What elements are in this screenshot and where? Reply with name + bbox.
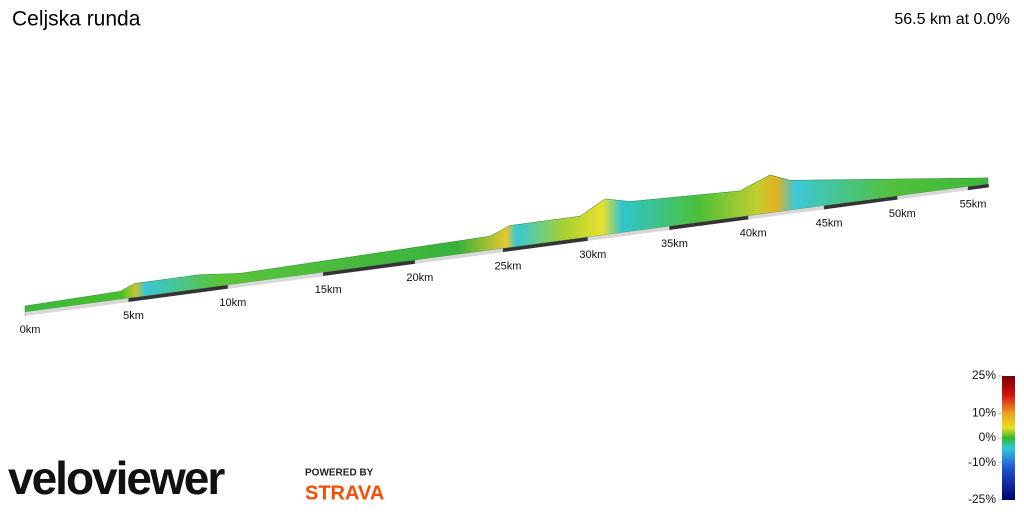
x-tick-label: 5km (123, 310, 144, 322)
colorbar (1002, 376, 1015, 500)
colorbar-label: 25% (972, 368, 996, 382)
colorbar-label: 10% (972, 405, 996, 419)
axis-band (968, 183, 989, 191)
colorbar-label: -25% (968, 492, 996, 506)
x-tick-label: 55km (960, 198, 987, 210)
x-tick-label: 35km (661, 238, 688, 250)
powered-by: POWERED BY (305, 468, 374, 479)
x-tick-label: 40km (740, 228, 767, 240)
x-tick-label: 15km (315, 284, 342, 296)
colorbar-label: -10% (968, 455, 996, 469)
axis-band (128, 285, 228, 302)
x-tick-label: 50km (889, 208, 916, 220)
strava-logo: STRAVA (305, 482, 384, 504)
colorbar-label: 0% (979, 430, 997, 444)
x-tick-label: 10km (219, 297, 246, 309)
brand-logo: veloviewer (8, 452, 225, 504)
title: Celjska runda (12, 8, 141, 31)
x-tick-label: 25km (495, 260, 522, 272)
x-tick-label: 30km (579, 249, 606, 261)
x-tick-label: 0km (20, 324, 41, 336)
subtitle: 56.5 km at 0.0% (894, 11, 1010, 28)
axis-band (824, 195, 898, 210)
x-tick-label: 45km (816, 218, 843, 230)
x-tick-label: 20km (406, 272, 433, 284)
axis-band (323, 260, 415, 276)
profile-ribbon (24, 174, 989, 313)
axis-band (669, 215, 749, 230)
axis-band (503, 237, 588, 253)
